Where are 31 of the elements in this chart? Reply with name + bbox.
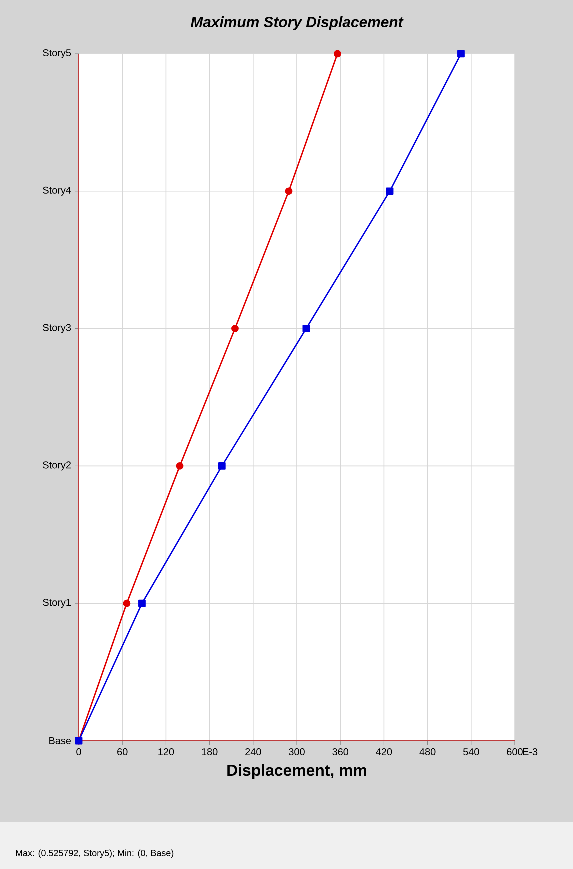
y-tick-label: Story3 <box>43 324 72 334</box>
point <box>458 50 465 58</box>
point <box>285 188 293 196</box>
x-tick-label: 240 <box>246 748 262 756</box>
point <box>386 188 394 196</box>
x-tick-label: 540 <box>463 748 480 756</box>
point <box>176 462 184 470</box>
point <box>218 462 226 470</box>
text: Max: (0.525792, Story5); Min: (0, Base) <box>16 850 174 858</box>
point <box>232 325 239 332</box>
point <box>138 600 146 608</box>
y-tick-label: Story1 <box>43 599 71 608</box>
y-tick-label: Base <box>50 738 72 744</box>
point <box>302 325 310 332</box>
x-tick-label: 600 <box>507 748 523 756</box>
point <box>334 50 342 58</box>
x-tick-label: 0 <box>76 748 82 756</box>
y-tick-label: Story5 <box>43 49 72 58</box>
y-tick-label: Story4 <box>43 186 72 196</box>
y-tick-label: Story2 <box>43 462 71 471</box>
x-tick-label: 360 <box>332 748 349 756</box>
x-axis-title: Displacement, mm <box>228 764 366 780</box>
x-tick-label: 180 <box>202 748 218 756</box>
x-tick-label: 120 <box>158 748 174 756</box>
x-tick-label: 60 <box>118 748 128 756</box>
point <box>123 600 131 608</box>
chart-title: Maximum Story Displacement <box>190 16 404 30</box>
x-tick-label: 420 <box>376 748 392 756</box>
text: E-3 <box>523 748 538 756</box>
x-tick-label: 480 <box>420 748 436 756</box>
x-tick-label: 300 <box>289 748 305 756</box>
